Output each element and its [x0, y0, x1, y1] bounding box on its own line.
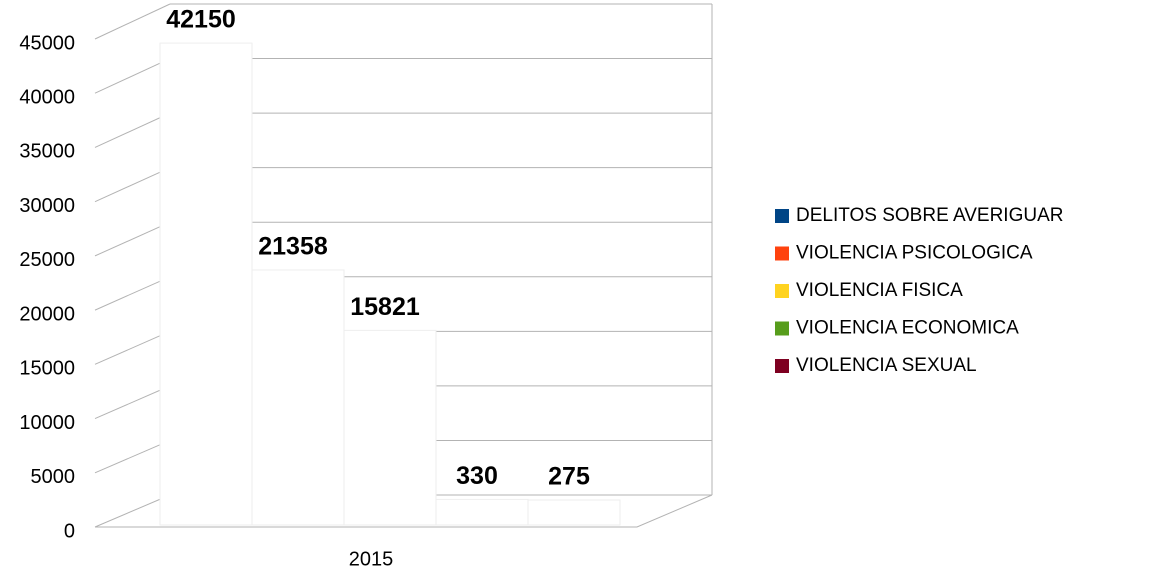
- value-label: 15821: [350, 293, 420, 321]
- bar: [159, 42, 253, 526]
- side-grid-line: [94, 385, 171, 420]
- side-grid-line: [94, 112, 171, 148]
- bar: [251, 269, 345, 526]
- value-label: 42150: [166, 6, 236, 34]
- bar: [435, 498, 529, 526]
- y-tick-label: 45000: [19, 32, 75, 54]
- y-tick-label: 20000: [19, 303, 75, 325]
- value-label: 275: [548, 463, 590, 491]
- side-grid-line: [94, 276, 171, 311]
- side-grid-line: [94, 58, 171, 94]
- legend-swatch: [775, 209, 789, 223]
- y-tick-label: 30000: [19, 195, 75, 217]
- y-tick-label: 0: [64, 520, 75, 542]
- bar: [527, 499, 621, 526]
- legend-swatch: [775, 246, 789, 261]
- side-grid-line: [94, 494, 171, 528]
- side-grid-line: [94, 439, 171, 474]
- side-grid-line: [94, 3, 171, 40]
- value-label: 21358: [258, 233, 328, 261]
- bar: [343, 329, 437, 526]
- y-tick-label: 35000: [19, 141, 75, 163]
- value-label: 330: [456, 462, 498, 490]
- side-grid-line: [94, 221, 171, 257]
- y-tick-label: 40000: [19, 87, 75, 109]
- y-tick-label: 25000: [19, 249, 75, 271]
- legend-label: VIOLENCIA SEXUAL: [796, 355, 977, 376]
- legend-swatch: [775, 321, 789, 336]
- legend-label: DELITOS SOBRE AVERIGUAR: [796, 205, 1063, 226]
- legend-label: VIOLENCIA FISICA: [796, 280, 963, 301]
- side-grid-line: [94, 330, 171, 365]
- x-tick-label: 2015: [349, 548, 394, 570]
- y-tick-label: 15000: [19, 358, 75, 380]
- legend-swatch: [775, 284, 789, 298]
- y-tick-label: 5000: [31, 466, 76, 488]
- y-tick-label: 10000: [19, 412, 75, 434]
- legend-label: VIOLENCIA ECONOMICA: [796, 318, 1019, 339]
- legend-label: VIOLENCIA PSICOLOGICA: [796, 243, 1033, 264]
- floor: [95, 494, 713, 528]
- legend-swatch: [775, 359, 789, 373]
- side-grid-line: [94, 167, 171, 203]
